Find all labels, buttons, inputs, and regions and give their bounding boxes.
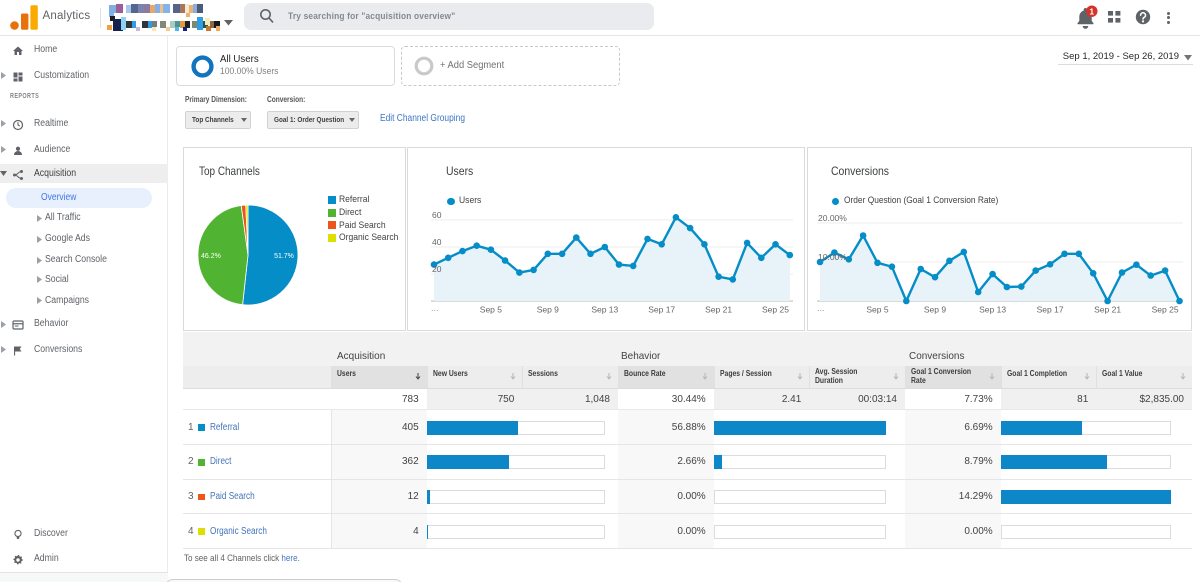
svg-text:46.2%: 46.2%: [201, 253, 221, 260]
svg-text:60: 60: [432, 210, 442, 220]
svg-text:20.00%: 20.00%: [818, 213, 847, 223]
svg-text:Sep 21: Sep 21: [705, 305, 732, 315]
svg-text:Sep 17: Sep 17: [648, 305, 675, 315]
svg-text:51.7%: 51.7%: [274, 253, 294, 260]
svg-text:10.00%: 10.00%: [818, 252, 847, 262]
svg-text:20: 20: [432, 264, 442, 274]
svg-text:40: 40: [432, 237, 442, 247]
svg-text:Sep 9: Sep 9: [924, 305, 946, 315]
svg-text:Sep 9: Sep 9: [537, 305, 559, 315]
svg-text:Sep 17: Sep 17: [1037, 305, 1064, 315]
svg-text:Sep 13: Sep 13: [591, 305, 618, 315]
svg-text:Sep 13: Sep 13: [979, 305, 1006, 315]
svg-text:Sep 25: Sep 25: [1152, 305, 1179, 315]
svg-text:1: 1: [1089, 6, 1094, 16]
svg-text:...: ...: [431, 303, 439, 313]
svg-text:Sep 25: Sep 25: [762, 305, 789, 315]
svg-text:Sep 21: Sep 21: [1094, 305, 1121, 315]
svg-text:...: ...: [817, 303, 825, 313]
svg-text:Sep 5: Sep 5: [480, 305, 502, 315]
svg-text:Sep 5: Sep 5: [866, 305, 888, 315]
